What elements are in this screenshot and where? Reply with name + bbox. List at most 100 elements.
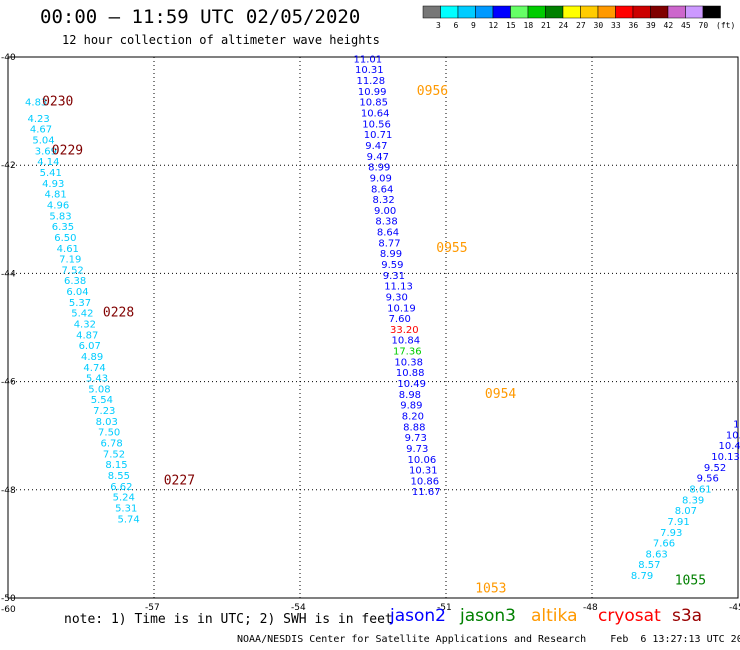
wave-height-value: 8.88 [403, 422, 425, 433]
legend-label: 12 [488, 21, 499, 30]
wave-height-value: 8.32 [373, 195, 395, 206]
wave-height-value: 8.07 [675, 506, 697, 517]
time-label: 0954 [485, 387, 516, 402]
wave-height-value: 4.14 [37, 157, 59, 168]
satellite-cryosat: cryosat [598, 606, 661, 626]
legend-swatch [702, 5, 721, 19]
wave-height-value: 10.49 [397, 379, 426, 390]
wave-height-value: 10.38 [394, 357, 423, 368]
wave-height-value: 4.67 [30, 125, 52, 136]
legend-label: 39 [646, 21, 656, 30]
satellite-s3a: s3a [672, 606, 703, 626]
wave-height-value: 10.64 [361, 109, 390, 120]
wave-height-value: 8.15 [105, 460, 127, 471]
legend-swatch [527, 5, 546, 19]
wave-height-value: 10.47 [719, 441, 740, 452]
legend-label: 9 [471, 21, 476, 30]
legend-swatch [667, 5, 686, 19]
x-tick-label: -45 [729, 603, 740, 613]
wave-height-value: 10.88 [396, 368, 425, 379]
wave-height-value: 10.31 [409, 466, 438, 477]
wave-height-value: 5.08 [88, 384, 110, 395]
wave-height-value: 8.99 [368, 163, 390, 174]
wave-height-value: 4.96 [47, 200, 69, 211]
legend-swatch [632, 5, 651, 19]
wave-height-value: 9.47 [367, 152, 389, 163]
legend-swatch [650, 5, 669, 19]
x-tick-label: -54 [291, 603, 306, 613]
wave-height-value: 33.20 [390, 325, 419, 336]
wave-height-value: 6.78 [100, 439, 122, 450]
chart-title: 00:00 – 11:59 UTC 02/05/2020 [40, 6, 361, 28]
wave-height-value: 9.30 [386, 292, 408, 303]
wave-height-value: 9.00 [374, 206, 396, 217]
wave-height-value: 4.61 [57, 244, 79, 255]
wave-height-value: 5.42 [71, 309, 93, 320]
wave-height-value: 8.55 [108, 471, 130, 482]
legend-label: 21 [541, 21, 551, 30]
footer-credit: NOAA/NESDIS Center for Satellite Applica… [237, 634, 740, 645]
legend-swatch [510, 5, 529, 19]
wave-height-value: 5.31 [115, 503, 137, 514]
legend-label: 36 [628, 21, 639, 30]
legend-label: 6 [453, 21, 459, 30]
legend-swatch [545, 5, 564, 19]
wave-height-value: 8.64 [377, 228, 399, 239]
corner-tick-label: -60 [1, 605, 16, 615]
legend-swatch [457, 5, 476, 19]
wave-height-value: 10.99 [358, 87, 387, 98]
wave-height-value: 6.07 [79, 341, 101, 352]
wave-height-value: 7.66 [653, 539, 675, 550]
wave-height-value: 11.28 [356, 76, 385, 87]
wave-height-value: 9.89 [400, 401, 422, 412]
legend-label: 3 [436, 21, 441, 30]
wave-height-value: 9.09 [370, 173, 392, 184]
legend-label: 42 [663, 21, 674, 30]
wave-height-value: 9.73 [405, 433, 427, 444]
wave-height-value: 11.01 [354, 54, 383, 65]
wave-height-value: 10.84 [391, 336, 420, 347]
wave-height-value: 6.38 [64, 276, 86, 287]
wave-height-value: 8.79 [631, 571, 653, 582]
wave-height-value: 11.67 [412, 487, 441, 498]
wave-height-value: 4.81 [45, 190, 67, 201]
wave-height-value: 7.23 [93, 406, 115, 417]
legend-swatch [562, 5, 581, 19]
wave-height-value: 10.85 [359, 98, 388, 109]
y-tick-label: -48 [1, 486, 16, 496]
wave-height-value: 3.69 [35, 146, 57, 157]
wave-height-value: 6.50 [54, 233, 76, 244]
legend-label: 45 [681, 21, 691, 30]
legend-label: 33 [611, 21, 621, 30]
legend-label: 15 [506, 21, 516, 30]
legend-swatch [597, 5, 616, 19]
wave-height-value: 10.24 [726, 430, 740, 441]
time-label: 0955 [436, 241, 467, 256]
time-label: 0229 [52, 143, 83, 158]
wave-height-value: 7.93 [660, 528, 682, 539]
wave-height-value: 8.63 [646, 549, 668, 560]
wave-height-value: 8.64 [371, 184, 393, 195]
wave-height-value: 4.32 [74, 320, 96, 331]
wave-height-value: 5.37 [69, 298, 91, 309]
wave-height-value: 4.83 [25, 98, 47, 109]
wave-height-value: 10.56 [362, 119, 391, 130]
wave-height-value: 7.19 [59, 255, 81, 266]
wave-height-value: 9.73 [406, 444, 428, 455]
time-label: 1053 [475, 582, 506, 597]
wave-height-value: 8.99 [380, 249, 402, 260]
legend-label: 30 [593, 21, 604, 30]
time-label: 0230 [42, 95, 73, 110]
wave-height-value: 10.31 [355, 65, 384, 76]
satellite-altika: altika [531, 606, 578, 626]
wave-height-value: 8.20 [402, 411, 424, 422]
wave-height-value: 9.31 [383, 271, 405, 282]
wave-height-value: 4.93 [42, 179, 64, 190]
y-tick-label: -40 [1, 53, 16, 63]
wave-height-value: 17.36 [393, 347, 422, 358]
time-label: 1055 [675, 573, 706, 588]
wave-height-value: 10.13 [711, 452, 740, 463]
wave-height-value: 5.04 [32, 136, 54, 147]
wave-height-value: 9.59 [381, 260, 403, 271]
